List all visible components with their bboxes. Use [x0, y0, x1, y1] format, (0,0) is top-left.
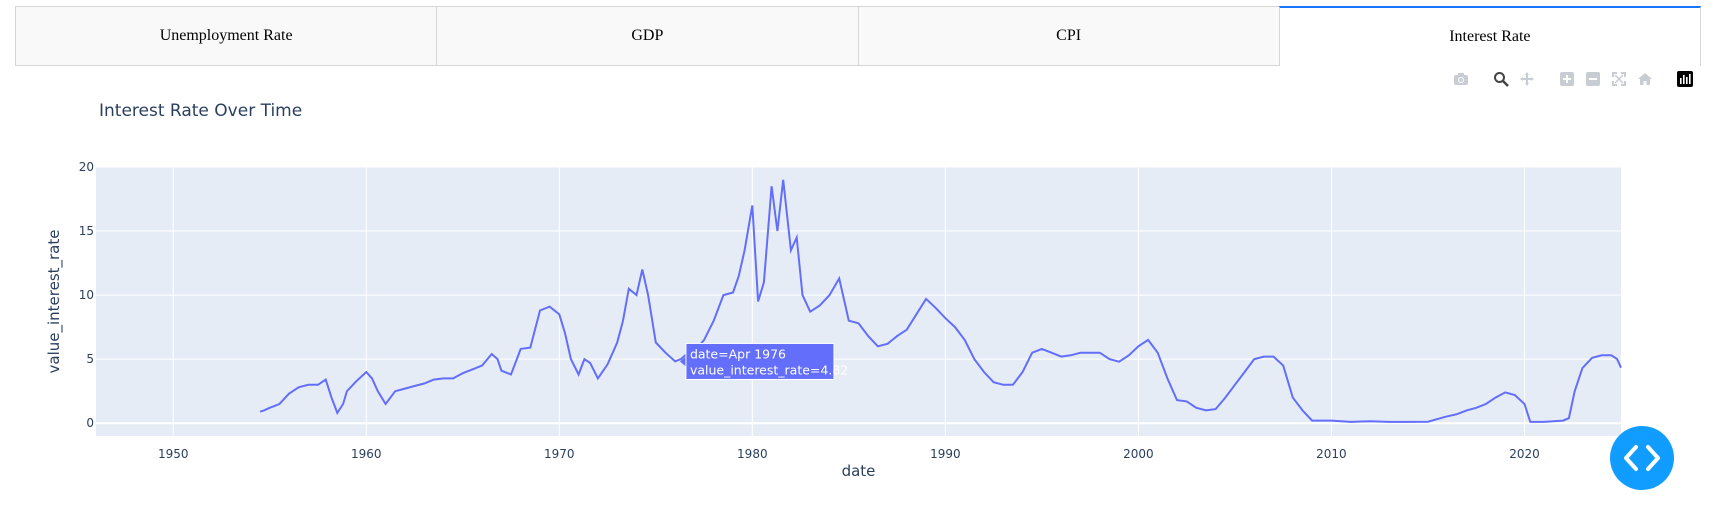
y-axis-label: value_interest_rate — [45, 230, 64, 374]
hover-tooltip: date=Apr 1976 value_interest_rate=4.82 — [679, 342, 848, 380]
x-tick-label: 1980 — [737, 447, 768, 461]
x-tick-label: 1960 — [351, 447, 382, 461]
x-tick-label: 2000 — [1123, 447, 1154, 461]
camera-icon[interactable] — [1451, 69, 1471, 89]
y-tick-labels: 0 5 10 15 20 — [79, 160, 94, 430]
tooltip-pointer — [679, 355, 687, 368]
tab-cpi[interactable]: CPI — [857, 6, 1279, 66]
y-tick-label: 20 — [79, 160, 94, 174]
modebar — [1451, 69, 1695, 89]
x-axis-label: date — [842, 462, 876, 480]
tab-gdp[interactable]: GDP — [436, 6, 858, 66]
plotly-logo-icon[interactable] — [1675, 69, 1695, 89]
tooltip-value: value_interest_rate=4.82 — [690, 362, 848, 377]
tab-unemployment-rate[interactable]: Unemployment Rate — [15, 6, 437, 66]
plot-background — [96, 167, 1621, 436]
zoom-out-icon[interactable] — [1583, 69, 1603, 89]
tooltip-date: date=Apr 1976 — [690, 346, 786, 361]
x-gridlines — [172, 167, 1525, 436]
autoscale-icon[interactable] — [1609, 69, 1629, 89]
y-tick-label: 15 — [79, 224, 94, 238]
chart-title: Interest Rate Over Time — [99, 101, 302, 121]
x-tick-label: 1970 — [544, 447, 575, 461]
x-tick-label: 2020 — [1509, 447, 1540, 461]
x-tick-label: 1990 — [930, 447, 961, 461]
code-toggle-button[interactable] — [1610, 426, 1674, 490]
zoom-icon[interactable] — [1491, 69, 1511, 89]
y-gridlines — [96, 166, 1621, 425]
x-tick-label: 2010 — [1316, 447, 1347, 461]
tab-bar: Unemployment Rate GDP CPI Interest Rate — [15, 6, 1701, 66]
code-icon — [1624, 445, 1660, 471]
y-tick-label: 10 — [79, 288, 94, 302]
x-tick-labels: 1950 1960 1970 1980 1990 2000 2010 2020 — [158, 447, 1540, 461]
tooltip-box — [685, 342, 835, 380]
pan-icon[interactable] — [1517, 69, 1537, 89]
x-tick-label: 1950 — [158, 447, 189, 461]
zoom-in-icon[interactable] — [1557, 69, 1577, 89]
y-tick-label: 5 — [86, 352, 94, 366]
reset-axes-icon[interactable] — [1635, 69, 1655, 89]
tab-interest-rate[interactable]: Interest Rate — [1278, 6, 1701, 66]
y-tick-label: 0 — [86, 416, 94, 430]
interest-rate-line[interactable] — [259, 179, 1622, 423]
